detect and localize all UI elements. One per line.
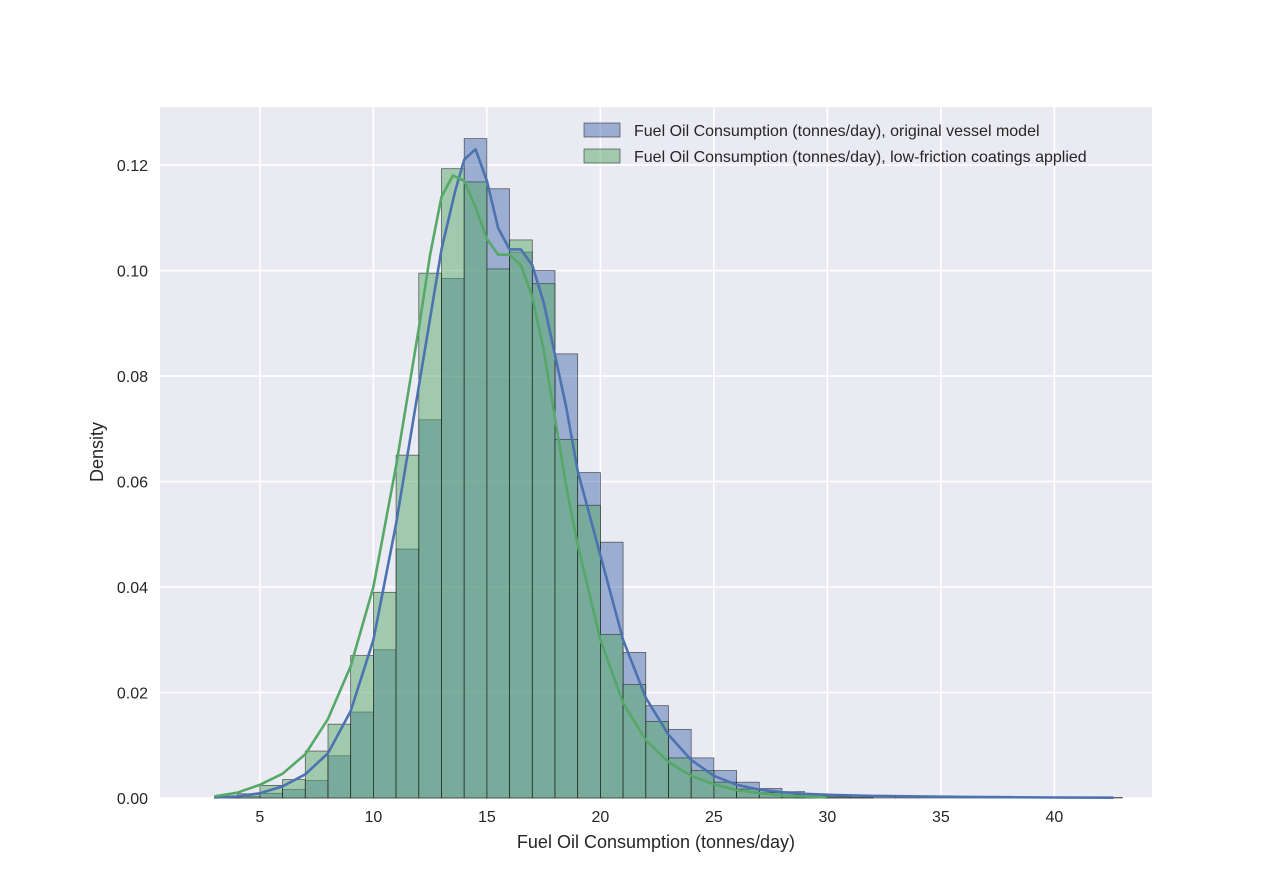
y-tick-label: 0.10 [117, 264, 148, 281]
legend: Fuel Oil Consumption (tonnes/day), origi… [583, 122, 1087, 166]
y-tick-label: 0.08 [117, 369, 148, 386]
histogram-bar-series-2 [282, 779, 306, 799]
histogram-bar-series-2 [577, 504, 601, 799]
legend-label: Fuel Oil Consumption (tonnes/day), low-f… [634, 149, 1087, 166]
histogram-bar-series-2 [463, 181, 488, 799]
histogram-bar-series-2 [827, 796, 851, 799]
plot-background [160, 107, 1152, 798]
legend-swatch [583, 148, 621, 164]
y-tick-label: 0.02 [117, 686, 148, 703]
x-axis-label: Fuel Oil Consumption (tonnes/day) [517, 832, 795, 852]
histogram-bars [214, 138, 1123, 799]
histogram-bar-series-2 [622, 684, 647, 799]
histogram-bar-series-2 [441, 168, 465, 799]
x-tick-label: 15 [478, 809, 496, 826]
histogram-bar-series-2 [849, 797, 874, 799]
histogram-bar-series-2 [509, 239, 533, 799]
kde-line-series-2 [214, 174, 828, 799]
legend-swatch [583, 122, 621, 138]
kde-curves [214, 147, 1114, 800]
histogram-bar-series-2 [600, 634, 624, 799]
x-tick-label: 30 [818, 809, 836, 826]
x-tick-label: 35 [932, 809, 950, 826]
kde-line-series-1 [214, 147, 1114, 800]
x-tick-label: 40 [1045, 809, 1063, 826]
histogram-bar-series-2 [486, 268, 510, 799]
y-axis-ticks: 0.00 0.02 0.04 0.06 0.08 0.10 0.12 [117, 158, 148, 808]
legend-label: Fuel Oil Consumption (tonnes/day), origi… [634, 123, 1040, 140]
x-tick-label: 5 [255, 809, 264, 826]
grid [160, 107, 1152, 799]
x-tick-label: 10 [364, 809, 382, 826]
y-tick-label: 0.00 [117, 791, 148, 808]
y-axis-label: Density [87, 422, 107, 482]
x-axis-ticks: 5 10 15 20 25 30 35 40 [255, 809, 1063, 826]
histogram-bar-series-2 [327, 723, 352, 799]
x-tick-label: 25 [705, 809, 723, 826]
histogram-bar-series-2 [418, 272, 442, 799]
y-tick-label: 0.04 [117, 580, 148, 597]
x-tick-label: 20 [591, 809, 609, 826]
y-tick-label: 0.12 [117, 158, 148, 175]
y-tick-label: 0.06 [117, 475, 148, 492]
histogram-bar-series-2 [531, 283, 556, 799]
